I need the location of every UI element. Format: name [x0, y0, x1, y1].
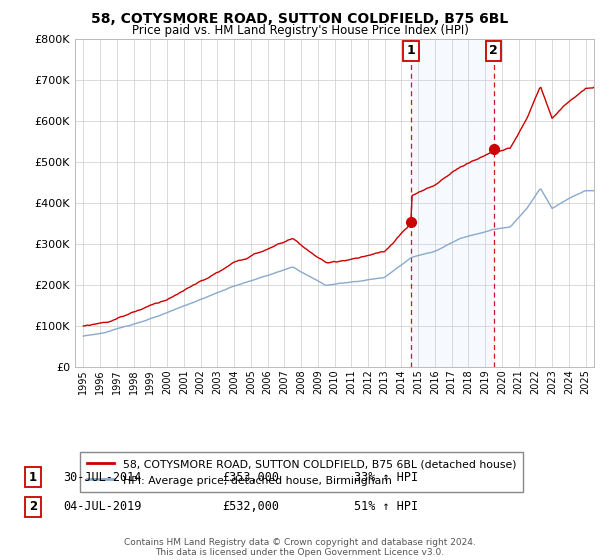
Text: Contains HM Land Registry data © Crown copyright and database right 2024.
This d: Contains HM Land Registry data © Crown c… — [124, 538, 476, 557]
Text: 2: 2 — [489, 44, 498, 57]
Text: £353,000: £353,000 — [222, 470, 279, 484]
Text: 30-JUL-2014: 30-JUL-2014 — [63, 470, 142, 484]
Text: 1: 1 — [29, 470, 37, 484]
Text: 33% ↑ HPI: 33% ↑ HPI — [354, 470, 418, 484]
Text: 58, COTYSMORE ROAD, SUTTON COLDFIELD, B75 6BL: 58, COTYSMORE ROAD, SUTTON COLDFIELD, B7… — [91, 12, 509, 26]
Text: Price paid vs. HM Land Registry's House Price Index (HPI): Price paid vs. HM Land Registry's House … — [131, 24, 469, 37]
Text: £532,000: £532,000 — [222, 500, 279, 514]
Text: 2: 2 — [29, 500, 37, 514]
Text: 04-JUL-2019: 04-JUL-2019 — [63, 500, 142, 514]
Legend: 58, COTYSMORE ROAD, SUTTON COLDFIELD, B75 6BL (detached house), HPI: Average pri: 58, COTYSMORE ROAD, SUTTON COLDFIELD, B7… — [80, 452, 523, 492]
Text: 1: 1 — [407, 44, 416, 57]
Text: 51% ↑ HPI: 51% ↑ HPI — [354, 500, 418, 514]
Bar — [411, 39, 494, 367]
